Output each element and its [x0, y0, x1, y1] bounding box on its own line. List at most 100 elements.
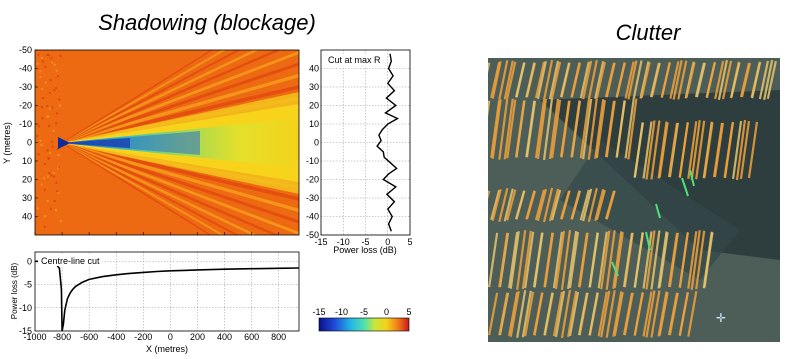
centre-xlabel: X (metres) — [146, 344, 188, 354]
heatmap-speckle — [60, 220, 62, 222]
centre-xtick-label: 800 — [271, 332, 286, 342]
heatmap-speckle — [41, 57, 43, 59]
heatmap-speckle — [50, 79, 52, 81]
heatmap-ytick-label: 20 — [22, 175, 32, 185]
centre-xtick-label: 400 — [217, 332, 232, 342]
heatmap-speckle — [51, 61, 53, 63]
heatmap-speckle — [55, 122, 57, 124]
heatmap-speckle — [56, 70, 58, 72]
centre-xtick-label: 200 — [190, 332, 205, 342]
heatmap-speckle — [55, 182, 57, 184]
heatmap-speckle — [37, 63, 39, 65]
heatmap-panel: -50 -40 -30 -20 -10 0 10 20 30 40 Y (metres) — [2, 0, 299, 291]
heatmap-speckle — [57, 167, 59, 169]
cut-xtick-label: 5 — [407, 237, 412, 247]
colorbar-tick-label: -15 — [312, 307, 325, 317]
heatmap-speckle — [50, 174, 52, 176]
centre-ylabel: Power loss (dB) — [10, 262, 19, 319]
cut-ytick-label: -20 — [306, 175, 319, 185]
centre-panel: Centre-line cut -1000 -800 -600 -400 -200 0 20… — [10, 252, 299, 354]
heatmap-speckle — [41, 184, 43, 186]
heatmap-speckle — [49, 92, 51, 94]
heatmap-ytick-label: 10 — [22, 156, 32, 166]
heatmap-ytick-label: -50 — [19, 45, 32, 55]
heatmap-speckle — [53, 130, 55, 132]
heatmap-speckle — [57, 75, 59, 77]
centre-xtick-label: 0 — [168, 332, 173, 342]
clutter-image: ✛ — [481, 58, 780, 342]
cut-panel: Cut at max R -15 -10 -5 0 5403020100-10-20-3… — [306, 50, 413, 255]
heatmap-speckle — [37, 207, 39, 209]
heatmap-speckle — [54, 64, 56, 66]
heatmap-ytick-label: -40 — [19, 64, 32, 74]
heatmap-speckle — [48, 172, 50, 174]
heatmap-ytick-label: -30 — [19, 82, 32, 92]
heatmap-speckle — [56, 112, 58, 114]
heatmap-image — [35, 0, 299, 291]
heatmap-speckle — [42, 61, 44, 63]
centre-ytick-label: -10 — [19, 303, 32, 313]
heatmap-ytick-label: -10 — [19, 119, 32, 129]
heatmap-speckle — [37, 54, 39, 56]
heatmap-speckle — [50, 208, 52, 210]
centre-xtick-label: 600 — [244, 332, 259, 342]
cut-ytick-label: 30 — [309, 82, 319, 92]
cursor-cross-icon: ✛ — [716, 311, 726, 325]
centre-ytick-label: -5 — [24, 280, 32, 290]
heatmap-speckle — [40, 144, 42, 146]
heatmap-speckle — [53, 175, 55, 177]
heatmap-speckle — [39, 140, 41, 142]
heatmap-speckle — [48, 158, 50, 160]
heatmap-speckle — [41, 88, 43, 90]
cut-ytick-label: -10 — [306, 156, 319, 166]
left-title: Shadowing (blockage) — [98, 10, 316, 35]
heatmap-ylabel: Y (metres) — [2, 122, 12, 164]
heatmap-speckle — [44, 226, 46, 228]
colorbar-tick-label: -5 — [360, 307, 368, 317]
heatmap-speckle — [48, 125, 50, 127]
colorbar: -15 -10 -5 0 5 — [312, 307, 411, 331]
heatmap-speckle — [47, 54, 49, 56]
heatmap-speckle — [55, 87, 57, 89]
cut-xlabel: Power loss (dB) — [333, 245, 397, 255]
heatmap-speckle — [49, 107, 51, 109]
heatmap-ytick-label: 30 — [22, 193, 32, 203]
cut-title: Cut at max R — [328, 55, 381, 65]
heatmap-speckle — [44, 189, 46, 191]
heatmap-speckle — [42, 117, 44, 119]
heatmap-speckle — [52, 145, 54, 147]
heatmap-speckle — [58, 98, 60, 100]
heatmap-speckle — [47, 149, 49, 151]
heatmap-speckle — [51, 106, 53, 108]
cut-ytick-label: 20 — [309, 101, 319, 111]
heatmap-speckle — [47, 116, 49, 118]
heatmap-ytick-label: 0 — [27, 138, 32, 148]
heatmap-speckle — [58, 154, 60, 156]
centre-xtick-label: -600 — [80, 332, 98, 342]
heatmap-speckle — [59, 105, 61, 107]
colorbar-tick-label: -10 — [335, 307, 348, 317]
centre-xtick-label: -800 — [53, 332, 71, 342]
cut-ytick-label: 40 — [309, 64, 319, 74]
heatmap-speckle — [38, 125, 40, 127]
heatmap-speckle — [51, 141, 53, 143]
heatmap-speckle — [49, 152, 51, 154]
heatmap-speckle — [47, 175, 49, 177]
heatmap-speckle — [55, 209, 57, 211]
heatmap-speckle — [44, 215, 46, 217]
cut-ytick-label: -30 — [306, 193, 319, 203]
cut-ytick-label: -50 — [306, 230, 319, 240]
heatmap-speckle — [47, 200, 49, 202]
right-title: Clutter — [616, 20, 682, 45]
colorbar-ramp — [319, 318, 409, 331]
heatmap-speckle — [54, 200, 56, 202]
heatmap-ytick-label: 40 — [22, 212, 32, 222]
heatmap-speckle — [51, 57, 53, 59]
heatmap-ytick-label: -20 — [19, 101, 32, 111]
heatmap-speckle — [40, 76, 42, 78]
heatmap-speckle — [45, 82, 47, 84]
centre-xtick-label: -200 — [134, 332, 152, 342]
heatmap-speckle — [39, 70, 41, 72]
cut-ytick-label: -40 — [306, 212, 319, 222]
